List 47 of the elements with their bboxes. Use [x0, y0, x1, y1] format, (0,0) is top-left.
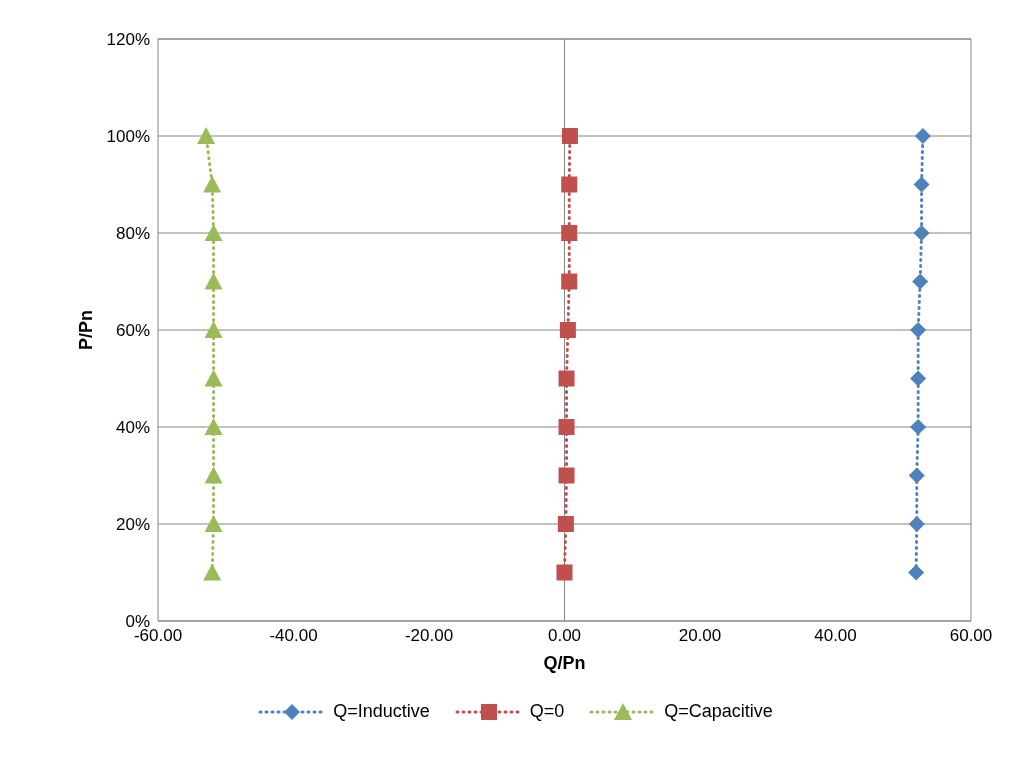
y-tick-label: 120% — [106, 30, 150, 50]
y-axis-title: P/Pn — [76, 309, 97, 351]
point — [561, 225, 578, 241]
x-tick-label: 40.00 — [814, 626, 857, 646]
point — [204, 515, 223, 532]
point — [908, 516, 925, 532]
point — [203, 563, 222, 581]
point — [561, 273, 578, 290]
point — [204, 272, 223, 290]
point — [913, 225, 930, 241]
y-tick-label: 60% — [115, 321, 150, 341]
point — [914, 128, 931, 144]
point — [558, 467, 575, 484]
x-axis-title: Q/Pn — [543, 653, 586, 673]
point — [912, 273, 929, 290]
point — [910, 322, 927, 338]
y-tick-label: 40% — [115, 418, 150, 438]
point — [910, 419, 927, 435]
y-tick-label: 20% — [115, 515, 150, 535]
y-tick-label: 100% — [106, 127, 150, 147]
point — [558, 370, 575, 387]
x-tick-label: 0.00 — [547, 626, 582, 646]
point — [204, 418, 223, 435]
point — [913, 176, 930, 193]
point — [561, 128, 578, 144]
point — [559, 322, 576, 338]
point — [556, 564, 573, 581]
point — [557, 516, 574, 532]
point — [561, 176, 578, 193]
point — [204, 321, 223, 338]
x-tick-label: 20.00 — [678, 626, 722, 646]
point — [908, 467, 925, 484]
point — [910, 370, 927, 387]
point — [204, 466, 223, 484]
legend-label: Q=Capacitive — [664, 701, 773, 722]
point — [203, 175, 222, 193]
x-tick-label: -20.00 — [404, 626, 454, 646]
point — [197, 127, 216, 144]
legend-label: Q=Inductive — [333, 701, 430, 722]
x-tick-label: -40.00 — [269, 626, 318, 646]
point — [908, 564, 925, 581]
point — [558, 419, 575, 435]
point — [204, 369, 223, 387]
y-tick-label: 80% — [115, 224, 150, 244]
point — [204, 224, 223, 241]
legend-label: Q=0 — [529, 701, 565, 722]
x-tick-label: 60.00 — [949, 626, 993, 646]
